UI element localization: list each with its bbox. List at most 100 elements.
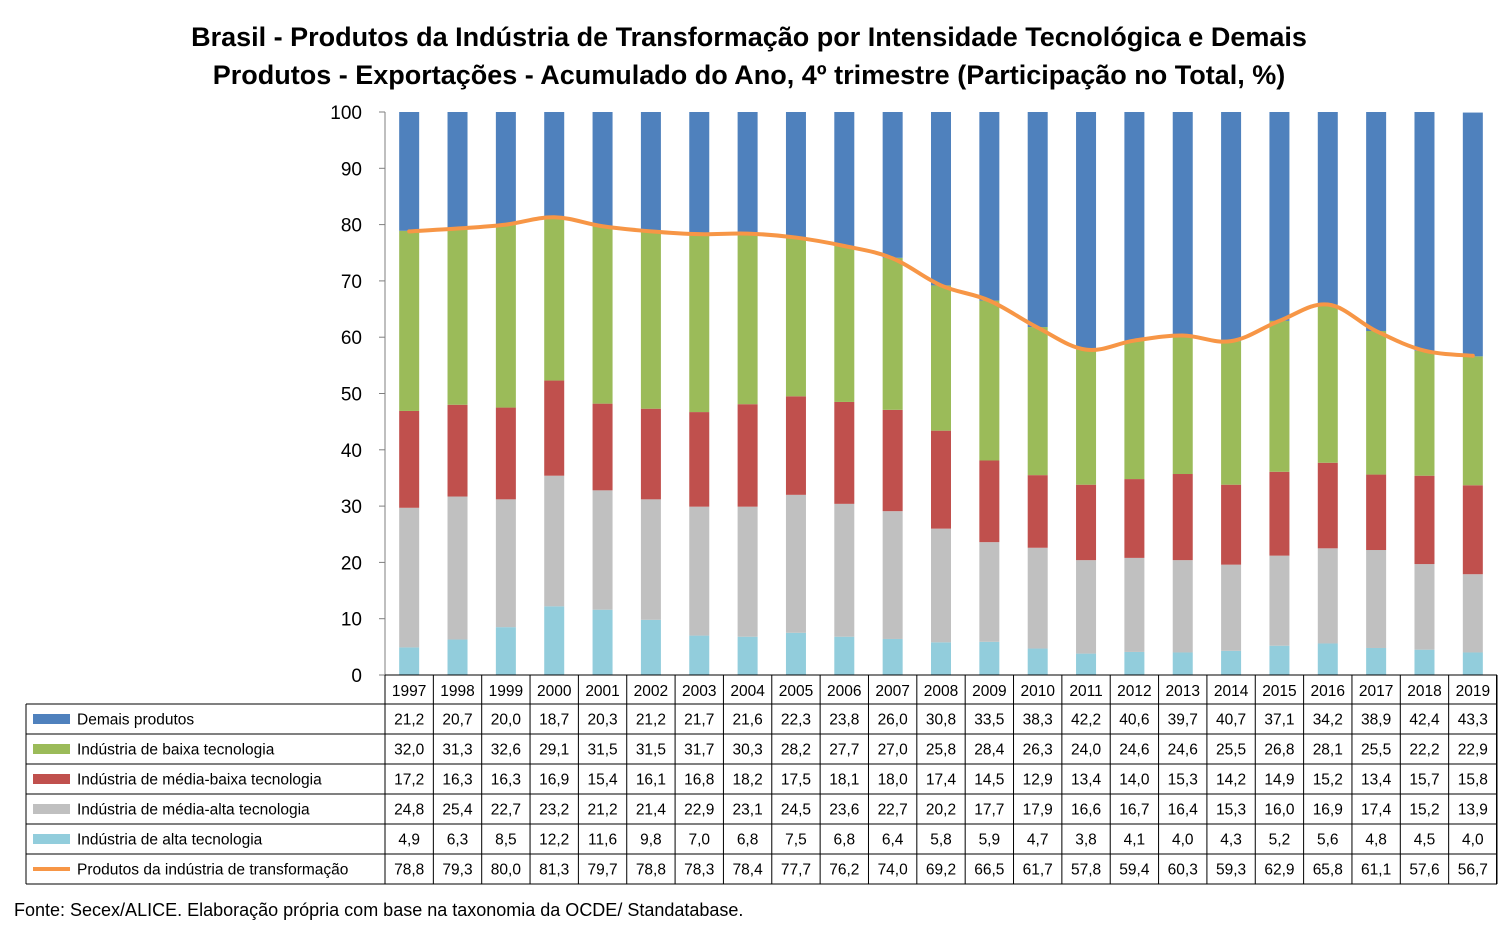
bar-segment [689,635,710,675]
table-value: 16,3 [442,772,472,789]
x-category-label: 1997 [392,683,426,700]
table-value: 80,0 [491,862,522,879]
table-value: 78,3 [684,862,714,879]
y-tick-label: 60 [341,328,362,349]
bar-segment [1076,653,1097,675]
bar-segment [882,511,903,639]
table-value: 4,0 [1172,832,1194,849]
table-value: 31,5 [636,742,666,759]
table-value: 5,6 [1317,832,1339,849]
bar-segment [1172,560,1193,653]
table-value: 57,6 [1409,862,1439,879]
table-value: 17,4 [926,772,957,789]
table-value: 20,2 [926,802,956,819]
table-value: 14,2 [1216,772,1246,789]
bar-segment [1366,474,1387,551]
bar-segment [1269,471,1290,556]
table-value: 78,8 [394,862,424,879]
bar-segment [834,503,855,637]
table-value: 4,5 [1414,832,1436,849]
table-value: 31,3 [442,742,472,759]
bar-segment [1076,484,1097,561]
table-value: 6,3 [447,832,469,849]
table-value: 77,7 [781,862,811,879]
y-tick-label: 40 [341,441,362,462]
bar-segment [1317,462,1338,549]
table-value: 13,4 [1361,772,1392,789]
table-value: 25,5 [1216,742,1246,759]
bar-segment [544,475,565,607]
table-value: 15,8 [1458,772,1488,789]
bar-segment [447,496,468,640]
table-value: 8,5 [495,832,517,849]
table-value: 22,9 [684,802,714,819]
bar-segment [1462,356,1483,486]
table-value: 30,8 [926,712,956,729]
bar-segment [1076,560,1097,654]
bar-segment [689,112,710,234]
bar-segment [979,641,1000,675]
bar-segment [544,112,565,217]
bar-segment [979,542,1000,642]
bar-segment [495,627,516,675]
bar-segment [1317,112,1338,305]
table-value: 15,3 [1168,772,1198,789]
table-value: 3,8 [1075,832,1097,849]
x-category-label: 2011 [1069,683,1102,700]
table-value: 18,1 [829,772,859,789]
table-value: 15,4 [587,772,618,789]
x-category-label: 2018 [1407,683,1441,700]
bar-segment [737,404,758,507]
x-category-label: 2007 [875,683,909,700]
table-value: 14,0 [1119,772,1150,789]
table-value: 16,8 [684,772,714,789]
y-tick-label: 90 [341,159,362,180]
table-value: 14,9 [1264,772,1294,789]
x-category-label: 2017 [1359,683,1393,700]
table-value: 11,6 [588,832,617,849]
table-value: 16,4 [1168,802,1199,819]
table-value: 69,2 [926,862,956,879]
bar-segment [1124,112,1145,341]
table-value: 16,3 [491,772,521,789]
bar-segment [1317,304,1338,463]
bar-segment [399,112,420,231]
bar-segment [544,216,565,381]
bar-segment [1221,112,1242,342]
bar-segment [495,407,516,500]
bar-segment [834,401,855,504]
table-value: 4,8 [1365,832,1387,849]
x-category-label: 2012 [1117,683,1151,700]
table-value: 57,8 [1071,862,1101,879]
bar-segment [1317,548,1338,644]
bar-segment [931,528,951,643]
bar-segment [1027,648,1048,675]
table-value: 16,9 [1313,802,1343,819]
table-value: 78,4 [733,862,764,879]
bar-segment [1414,350,1435,476]
table-value: 31,7 [684,742,714,759]
table-value: 20,3 [587,712,617,729]
chart-title-line-2: Produtos - Exportações - Acumulado do An… [212,60,1286,90]
bar-segment [882,257,903,410]
bar-segment [1124,479,1145,558]
legend-label: Indústria de média-baixa tecnologia [77,772,322,789]
bar-segment [1221,341,1242,485]
bar-segment [882,638,903,675]
x-category-label: 2008 [924,683,958,700]
x-category-label: 1999 [489,683,523,700]
bar-segment [447,228,468,405]
x-category-label: 2010 [1020,683,1055,700]
bar-segment [1172,652,1193,675]
legend-key-swatch [33,804,70,814]
table-value: 24,6 [1168,742,1198,759]
bar-segment [1366,647,1387,675]
table-value: 5,8 [930,832,952,849]
bar-segment [1027,475,1048,548]
table-value: 13,4 [1071,772,1102,789]
table-value: 16,1 [636,772,666,789]
y-tick-label: 50 [341,385,362,406]
bar-segment [1076,112,1097,350]
table-value: 18,7 [539,712,569,729]
table-value: 4,7 [1027,832,1049,849]
